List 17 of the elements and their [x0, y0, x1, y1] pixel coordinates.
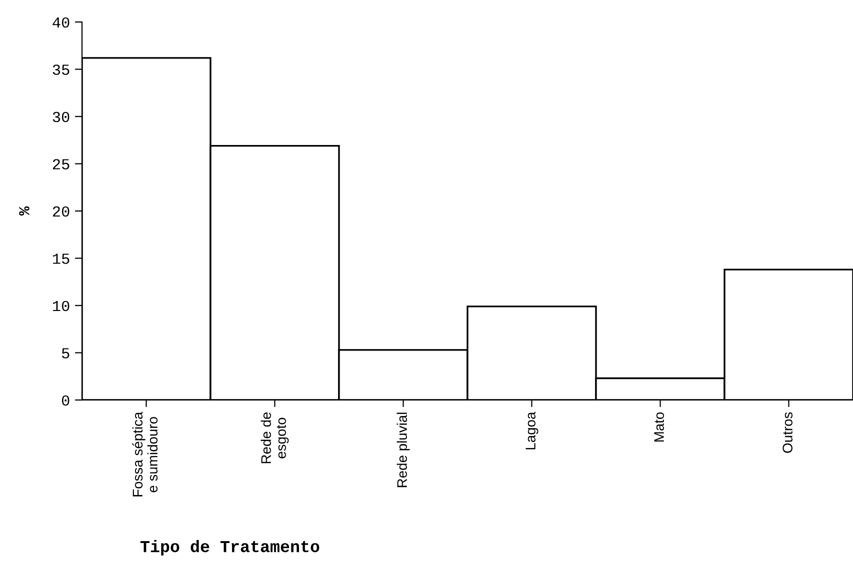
y-tick-label: 5 [62, 348, 70, 358]
y-tick-label: 10 [52, 300, 70, 312]
y-tick-label: 35 [52, 64, 70, 75]
x-axis-title: Tipo de Tratamento [140, 540, 320, 556]
x-tick-label: Outros [782, 412, 792, 453]
y-tick-label: 20 [52, 206, 70, 217]
y-tick-label: 0 [62, 395, 70, 406]
y-tick-label: 25 [52, 159, 70, 170]
x-tick-label: Rede pluvial [396, 412, 410, 488]
y-tick-label: 30 [52, 112, 70, 122]
x-tick-label: Rede de esgoto [260, 412, 289, 464]
x-tick-label: Mato [654, 412, 664, 442]
y-axis-title: % [19, 206, 30, 216]
y-tick-label: 15 [52, 254, 70, 264]
x-tick-label: Lagoa [526, 412, 538, 450]
x-tick-label: Fossa séptica e sumidouro [132, 412, 158, 496]
y-tick-label: 40 [52, 17, 70, 28]
